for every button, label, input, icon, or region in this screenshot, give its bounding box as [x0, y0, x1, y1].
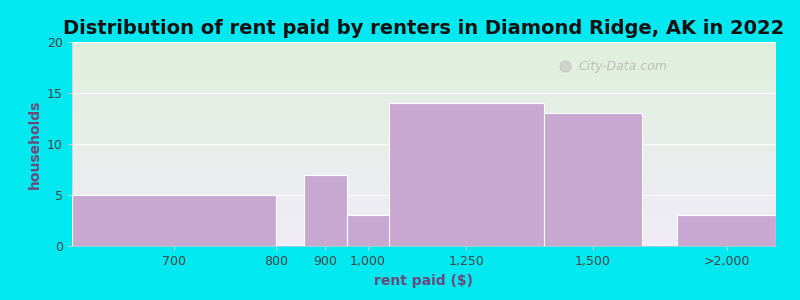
- Title: Distribution of rent paid by renters in Diamond Ridge, AK in 2022: Distribution of rent paid by renters in …: [63, 19, 785, 38]
- Bar: [346, 215, 389, 246]
- X-axis label: rent paid ($): rent paid ($): [374, 274, 474, 288]
- Bar: [304, 175, 346, 246]
- Y-axis label: households: households: [27, 99, 42, 189]
- Bar: [389, 103, 544, 246]
- Bar: [544, 113, 642, 246]
- Text: City-Data.com: City-Data.com: [579, 60, 668, 73]
- Bar: [72, 195, 276, 246]
- Bar: [678, 215, 776, 246]
